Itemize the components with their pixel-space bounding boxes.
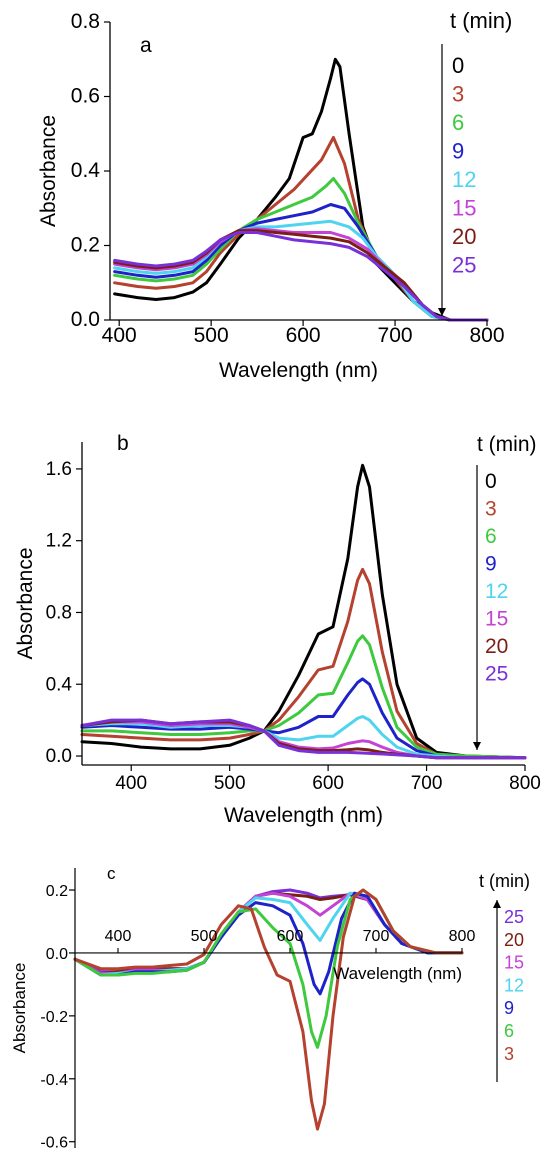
x-tick-label: 400 bbox=[105, 928, 132, 945]
x-tick-label: 800 bbox=[469, 324, 504, 347]
y-tick-label: 0.0 bbox=[46, 946, 68, 963]
y-axis-label: Absorbance bbox=[10, 963, 29, 1054]
legend-item-t12: 12 bbox=[504, 975, 524, 995]
legend-title: t (min) bbox=[477, 433, 537, 456]
y-tick-label: -0.6 bbox=[40, 1135, 68, 1152]
legend-item-t0: 0 bbox=[485, 470, 497, 493]
chart-panel-c: 400 500 600 700 800 -0.6 -0.4 -0.2 0.0 0.2 Wavelen… bbox=[10, 864, 530, 1152]
series-line-t9 bbox=[73, 891, 464, 996]
y-tick-label: 0.8 bbox=[71, 10, 100, 33]
legend-arrow-head bbox=[493, 900, 501, 908]
legend-item-t6: 6 bbox=[452, 110, 464, 135]
legend-arrow-head bbox=[438, 308, 446, 316]
legend-item-t3: 3 bbox=[504, 1044, 514, 1064]
x-tick-label: 800 bbox=[449, 928, 476, 945]
y-tick-label: 0.4 bbox=[46, 674, 73, 695]
legend-title: t (min) bbox=[479, 871, 530, 891]
panel-label: c bbox=[107, 864, 116, 883]
x-tick-label: 700 bbox=[411, 773, 443, 794]
series-line-t15 bbox=[80, 720, 527, 760]
series-line-t0 bbox=[80, 463, 527, 760]
y-tick-label: -0.4 bbox=[40, 1072, 68, 1089]
series-line-t9 bbox=[113, 203, 489, 322]
series-line-t6 bbox=[80, 634, 527, 760]
legend-item-t0: 0 bbox=[452, 53, 464, 78]
y-axis-label: Absorbance bbox=[14, 547, 37, 659]
series-line-t3 bbox=[80, 567, 527, 760]
legend-item-t3: 3 bbox=[485, 498, 497, 521]
chart-panel-b: 400 500 600 700 800 0.0 0.4 0.8 1.2 1.6 Wavelength… bbox=[14, 432, 541, 827]
legend-item-t20: 20 bbox=[452, 224, 476, 249]
legend-item-t12: 12 bbox=[452, 167, 476, 192]
y-tick-label: 0.0 bbox=[46, 746, 72, 767]
x-tick-label: 400 bbox=[115, 773, 147, 794]
series-line-t12 bbox=[113, 219, 489, 322]
series-line-t25 bbox=[113, 231, 489, 322]
series-line-t9 bbox=[80, 677, 527, 760]
legend-title: t (min) bbox=[450, 8, 512, 33]
series-line-t3 bbox=[73, 888, 464, 1131]
y-axis-label: Absorbance bbox=[37, 115, 60, 227]
x-tick-label: 400 bbox=[102, 324, 137, 347]
y-tick-label: 1.2 bbox=[46, 531, 72, 552]
legend-item-t25: 25 bbox=[485, 663, 508, 686]
x-tick-label: 500 bbox=[191, 928, 218, 945]
series-line-t3 bbox=[113, 136, 489, 322]
legend-item-t6: 6 bbox=[504, 1021, 514, 1041]
y-tick-label: 0.6 bbox=[71, 85, 100, 108]
legend-item-t3: 3 bbox=[452, 82, 464, 107]
x-tick-label: 500 bbox=[214, 773, 246, 794]
y-tick-label: 0.2 bbox=[46, 883, 68, 900]
x-tick-label: 600 bbox=[286, 324, 321, 347]
series-line-t25 bbox=[80, 718, 527, 760]
panel-label: a bbox=[140, 34, 152, 57]
legend-item-t25: 25 bbox=[504, 907, 524, 927]
y-tick-label: 0.4 bbox=[71, 159, 101, 182]
legend-arrow-head bbox=[473, 742, 481, 750]
legend-item-t9: 9 bbox=[504, 998, 514, 1018]
y-tick-label: 1.6 bbox=[46, 459, 72, 480]
legend-item-t15: 15 bbox=[504, 953, 524, 973]
x-axis-label: Wavelength (nm) bbox=[333, 964, 462, 983]
legend-item-t20: 20 bbox=[485, 635, 508, 658]
x-axis-label: Wavelength (nm) bbox=[219, 359, 378, 382]
x-tick-label: 700 bbox=[363, 928, 390, 945]
legend-item-t12: 12 bbox=[485, 580, 508, 603]
x-tick-label: 600 bbox=[312, 773, 344, 794]
legend-item-t15: 15 bbox=[452, 196, 476, 221]
chart-panel-a: 400 500 600 700 800 0.0 0.2 0.4 0.6 0.8 Wavelength… bbox=[37, 8, 512, 382]
legend-item-t15: 15 bbox=[485, 608, 508, 631]
series-line-t0 bbox=[113, 57, 489, 322]
y-tick-label: 0.8 bbox=[46, 602, 72, 623]
x-axis-label: Wavelength (nm) bbox=[224, 804, 383, 827]
x-tick-label: 700 bbox=[378, 324, 413, 347]
legend-item-t25: 25 bbox=[452, 253, 476, 278]
y-tick-label: 0.0 bbox=[71, 308, 100, 331]
series-line-t12 bbox=[80, 715, 527, 760]
x-tick-label: 800 bbox=[509, 773, 541, 794]
legend-item-t9: 9 bbox=[485, 553, 497, 576]
y-tick-label: -0.2 bbox=[40, 1009, 68, 1026]
y-tick-label: 0.2 bbox=[71, 234, 100, 257]
panel-label: b bbox=[117, 432, 129, 455]
legend-item-t6: 6 bbox=[485, 525, 497, 548]
legend-item-t20: 20 bbox=[504, 930, 524, 950]
x-tick-label: 500 bbox=[194, 324, 229, 347]
x-tick-label: 600 bbox=[277, 928, 304, 945]
legend-item-t9: 9 bbox=[452, 139, 464, 164]
